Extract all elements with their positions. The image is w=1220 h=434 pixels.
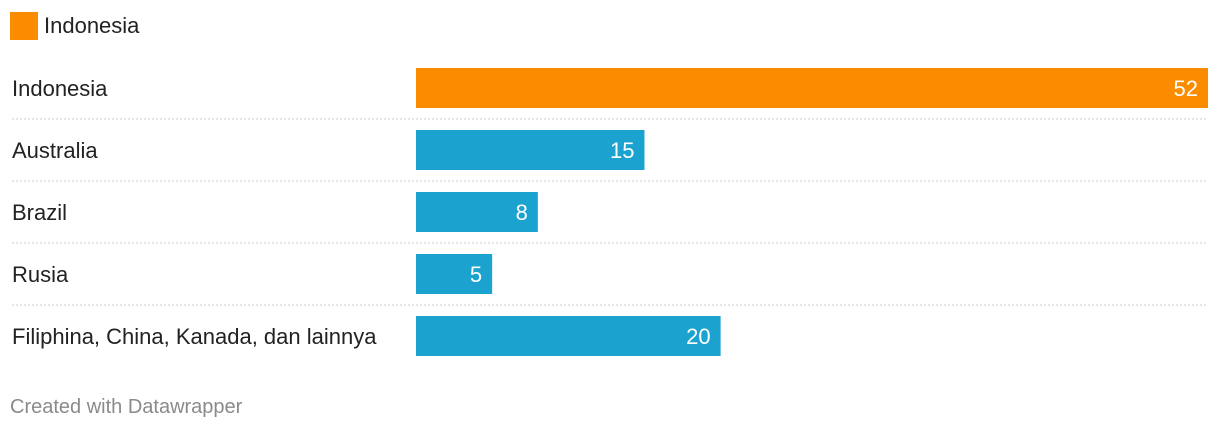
bar	[416, 68, 1208, 108]
category-label: Indonesia	[12, 76, 108, 101]
category-label: Rusia	[12, 262, 69, 287]
footer-credit: Created with Datawrapper	[10, 396, 243, 418]
bar-value-label: 8	[516, 200, 528, 225]
legend-label: Indonesia	[44, 13, 140, 38]
bar-value-label: 5	[470, 262, 482, 287]
bar	[416, 254, 493, 294]
bar-value-label: 20	[686, 324, 710, 349]
bar-value-label: 52	[1174, 76, 1198, 101]
legend: Indonesia	[10, 12, 139, 40]
bar-row: Filiphina, China, Kanada, dan lainnya 20	[12, 316, 721, 356]
bar	[416, 130, 645, 170]
bar	[416, 192, 538, 232]
bar-chart: Indonesia 52 Australia 15 Brazil 8 Rusia 5 Filip…	[12, 68, 1208, 356]
category-label: Filiphina, China, Kanada, dan lainnya	[12, 324, 377, 349]
bar-value-label: 15	[610, 138, 634, 163]
legend-swatch	[10, 12, 38, 40]
category-label: Australia	[12, 138, 98, 163]
bar-row: Rusia 5	[12, 254, 1208, 306]
bar	[416, 316, 721, 356]
bar-row: Brazil 8	[12, 192, 1208, 244]
bar-row: Indonesia 52	[12, 68, 1208, 120]
bar-row: Australia 15	[12, 130, 1208, 182]
category-label: Brazil	[12, 200, 67, 225]
